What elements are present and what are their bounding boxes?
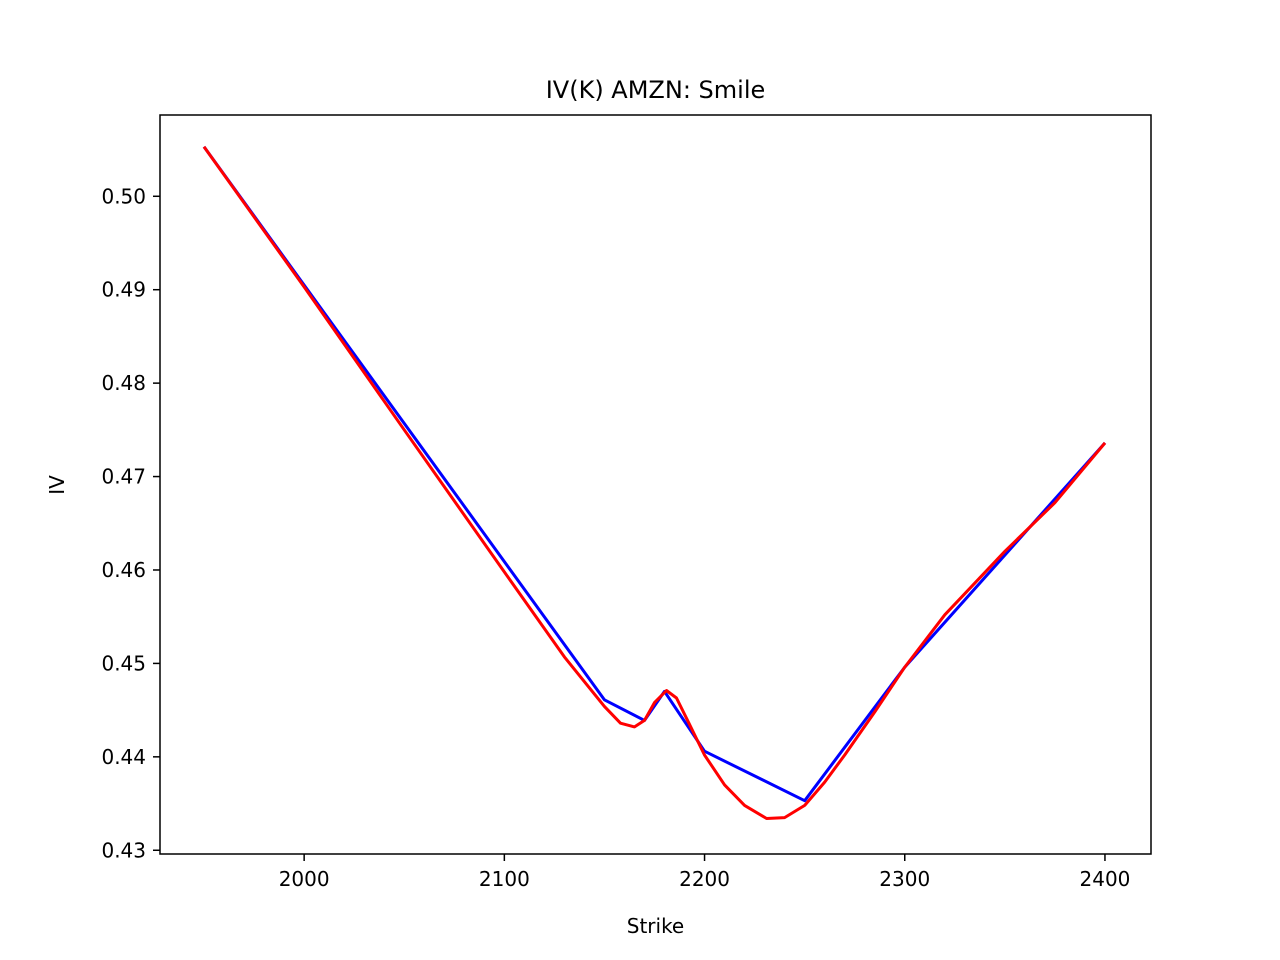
x-tick-label: 2300	[879, 867, 930, 891]
y-tick-label: 0.48	[101, 371, 146, 395]
x-tick-label: 2400	[1080, 867, 1131, 891]
y-tick-label: 0.46	[101, 558, 146, 582]
y-tick-label: 0.50	[101, 184, 146, 208]
x-axis-label: Strike	[627, 914, 685, 938]
y-tick-label: 0.45	[101, 651, 146, 675]
y-axis: 0.43 0.44 0.45 0.46 0.47 0.48 0.49 0.50	[101, 184, 160, 862]
x-axis: 2000 2100 2200 2300 2400	[279, 854, 1131, 891]
series-line-1	[202, 145, 1107, 820]
plot-frame	[159, 114, 1152, 855]
chart-title: IV(K) AMZN: Smile	[546, 76, 766, 104]
y-tick-label: 0.44	[101, 745, 146, 769]
y-axis-label: IV	[45, 475, 69, 495]
y-tick-label: 0.47	[101, 465, 146, 489]
y-tick-label: 0.49	[101, 278, 146, 302]
x-tick-label: 2000	[279, 867, 330, 891]
y-tick-label: 0.43	[101, 838, 146, 862]
x-tick-label: 2100	[479, 867, 530, 891]
x-tick-label: 2200	[679, 867, 730, 891]
plot-area	[202, 145, 1107, 820]
